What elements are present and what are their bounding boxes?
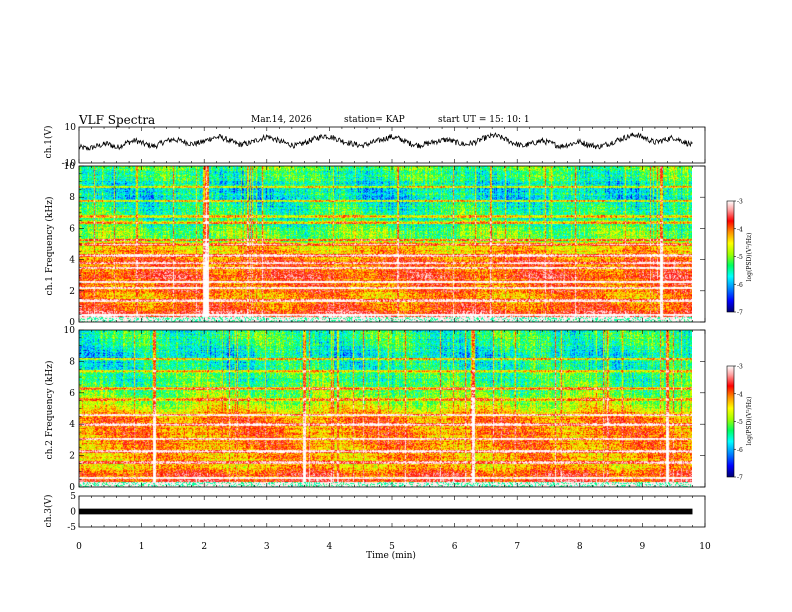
ch1-ytick-label: 10 [65, 123, 77, 133]
ch1-ytick-label: -10 [62, 159, 77, 169]
ch1-spectrogram-ytick-label: 0 [69, 318, 75, 328]
ch2-spectrogram-ytick-label: 8 [69, 357, 75, 367]
station-label: station= KAP [344, 115, 405, 125]
ch1-spectrogram-colorbar-tick-label: -6 [737, 282, 743, 289]
ch1-spectrogram-colorbar-tick-label: -5 [737, 254, 743, 261]
ch1-spectrogram-ytick-label: 2 [69, 287, 75, 297]
ch2-spectrogram-colorbar-tick-label: -7 [737, 475, 743, 482]
ch2-spectrogram-ytick-label: 10 [64, 326, 76, 336]
ch2-spectrogram-ytick-label: 0 [69, 483, 75, 493]
ch1-spectrogram-ytick-label: 4 [69, 256, 75, 266]
x-tick-label: 6 [452, 542, 458, 552]
x-tick-label: 10 [699, 542, 711, 552]
x-tick-label: 4 [327, 542, 333, 552]
x-axis-label: Time (min) [366, 550, 416, 561]
ch1-ylabel: ch.1(V) [43, 126, 54, 159]
ch2-spectrogram-colorbar-tick-label: -6 [737, 447, 743, 454]
ch1-freq-ylabel: ch.1 Frequency (kHz) [44, 197, 55, 296]
ch1-spectrogram-ytick-label: 10 [64, 162, 76, 172]
start-time-label: start UT = 15: 10: 1 [438, 115, 530, 125]
date-label: Mar.14, 2026 [251, 115, 312, 125]
ch1-waveform-panel: 10-10 [62, 123, 706, 169]
ch3-waveform-panel: 50-50 1 2 3 4 5 6 7 8 9 10 [67, 492, 711, 552]
ch3-ytick-label: -5 [67, 523, 76, 533]
x-tick-label: 2 [201, 542, 207, 552]
chart-title: VLF Spectra [79, 113, 156, 127]
x-tick-label: 8 [577, 542, 583, 552]
ch1-spectrogram-panel: 0 2 4 6 8 10 [64, 162, 706, 328]
ch2-spectrogram-colorbar-tick-label: -3 [737, 364, 743, 371]
ch3-trace [79, 508, 693, 515]
ch1-spectrogram-colorbar-gradient [726, 200, 735, 313]
x-tick-label: 9 [640, 542, 646, 552]
x-tick-label: 5 [389, 542, 395, 552]
ch1-colorbar: -3 -4 -5 -6 -7 [726, 199, 743, 317]
ch2-freq-ylabel: ch.2 Frequency (kHz) [44, 361, 55, 460]
ch1-spectrogram-heatmap-canvas [79, 166, 692, 322]
x-tick-label: 7 [514, 542, 520, 552]
ch2-colorbar-label: log(PSD)(V²/Hz) [746, 397, 753, 446]
ch2-spectrogram-image [79, 330, 692, 487]
ch2-spectrogram-colorbar-gradient [726, 365, 735, 478]
x-tick-label: 3 [264, 542, 270, 552]
ch1-trace [78, 132, 693, 151]
ch2-colorbar: -3 -4 -5 -6 -7 [726, 364, 743, 482]
ch2-spectrogram-ytick-label: 2 [69, 452, 75, 462]
x-tick-label: 1 [139, 542, 145, 552]
ch1-spectrogram-ytick-label: 6 [69, 224, 75, 234]
ch3-ylabel: ch.3(V) [43, 495, 54, 528]
ch1-spectrogram-colorbar-tick-label: -4 [737, 226, 743, 233]
ch1-spectrogram-colorbar-tick-label: -3 [737, 199, 743, 206]
ch3-ytick-label: 0 [70, 508, 76, 518]
ch2-spectrogram-colorbar-tick-label: -4 [737, 391, 743, 398]
ch1-colorbar-label: log(PSD)(V²/Hz) [746, 233, 753, 282]
ch2-spectrogram-ytick-label: 4 [69, 420, 75, 430]
x-tick-label: 0 [76, 542, 82, 552]
ch2-spectrogram-ytick-label: 6 [69, 389, 75, 399]
ch1-frame [78, 126, 706, 164]
ch2-spectrogram-colorbar-tick-label: -5 [737, 419, 743, 426]
ch2-spectrogram-heatmap-canvas [79, 330, 692, 487]
ch1-spectrogram-image [79, 166, 692, 322]
ch3-ytick-label: 5 [70, 492, 76, 502]
ch1-spectrogram-ytick-label: 8 [69, 193, 75, 203]
ch2-spectrogram-panel: 0 2 4 6 8 10 [64, 326, 706, 493]
ch1-spectrogram-colorbar-tick-label: -7 [737, 310, 743, 317]
